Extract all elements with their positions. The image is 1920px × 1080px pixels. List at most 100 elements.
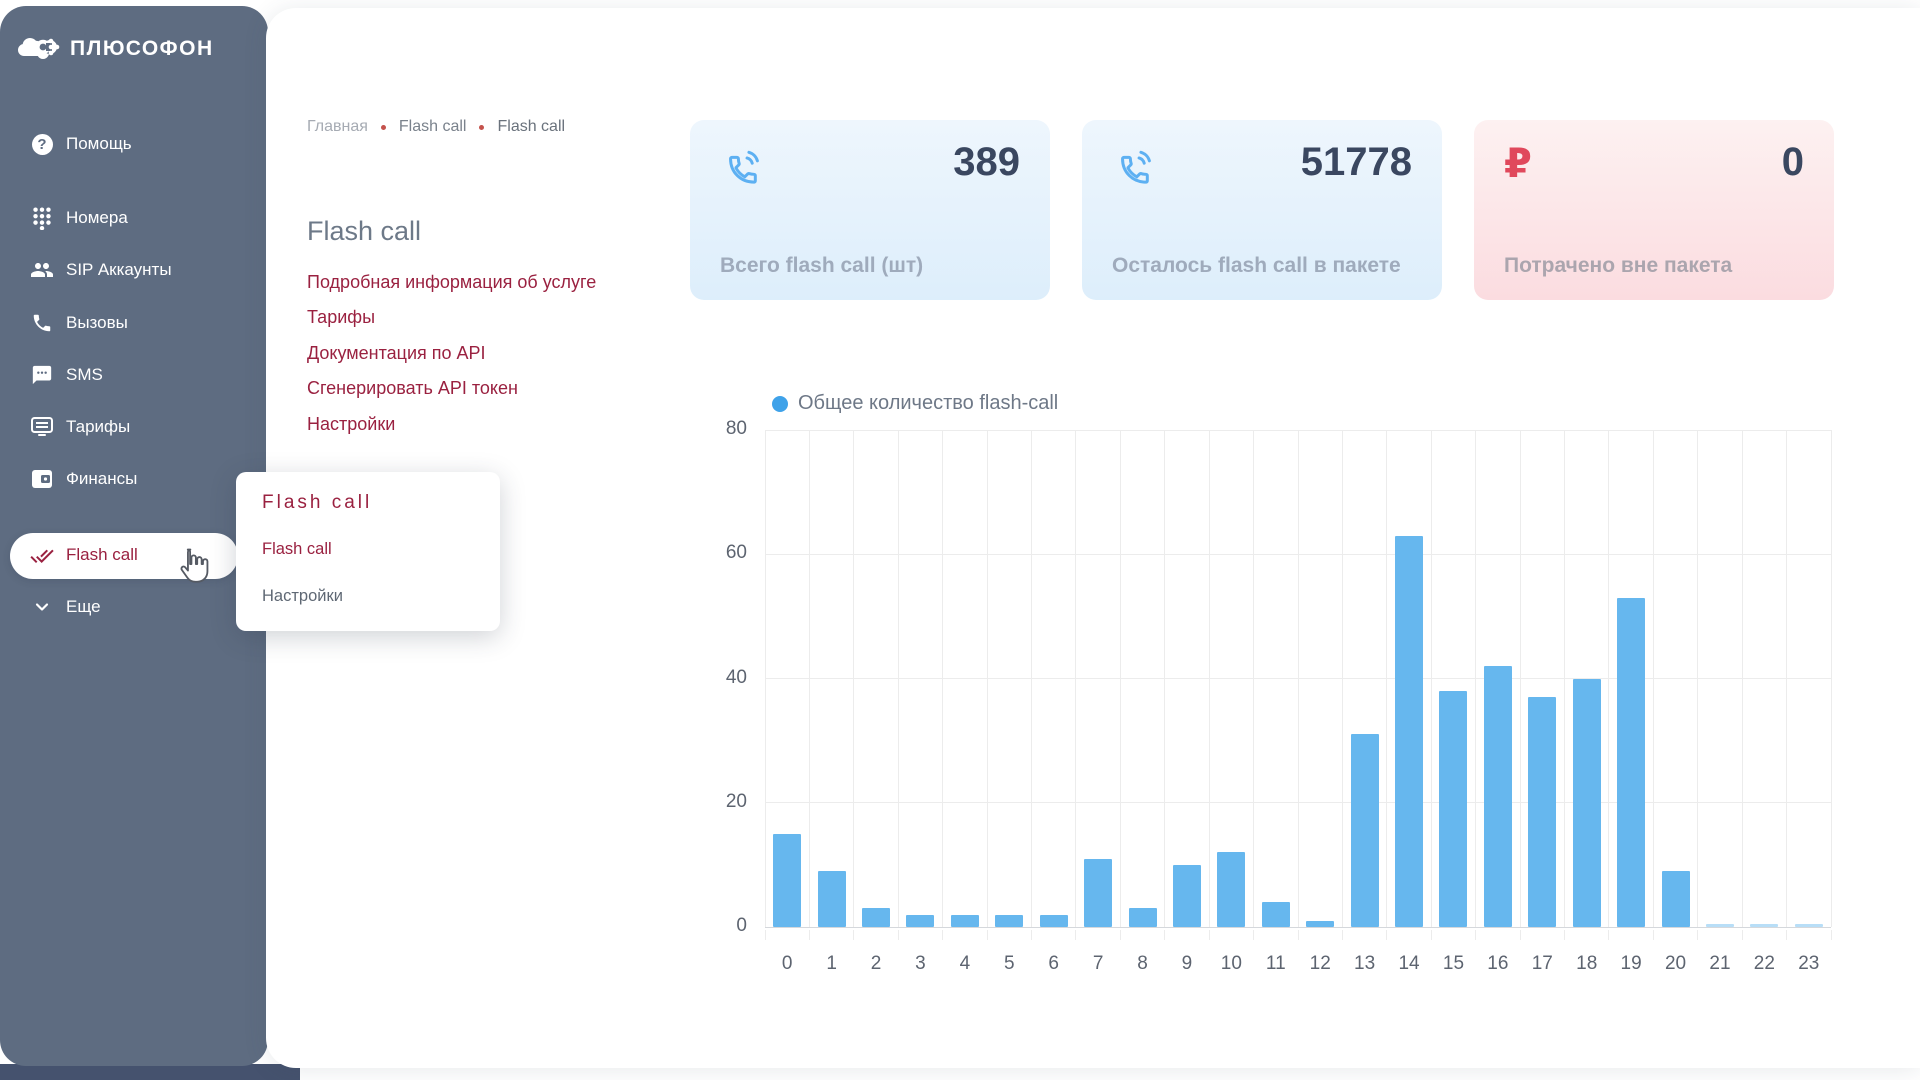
y-axis-label: 0 <box>736 915 747 936</box>
x-axis-label: 15 <box>1442 953 1465 974</box>
x-axis-label: 21 <box>1709 953 1731 974</box>
grid-line-x <box>1830 430 1832 927</box>
x-axis-label: 2 <box>870 953 882 974</box>
grid-line-x <box>897 430 899 927</box>
bar-hour-17 <box>1528 697 1557 927</box>
bar-hour-22 <box>1750 923 1779 927</box>
sidebar-item-sms[interactable]: SMS <box>0 353 268 397</box>
stat-value: 389 <box>953 140 1020 184</box>
x-axis-tick <box>1208 930 1210 940</box>
breadcrumb-flash-call[interactable]: Flash call <box>398 118 467 135</box>
x-axis-tick <box>764 930 766 940</box>
stat-card-remaining-flash-calls: 51778 Осталось flash call в пакете <box>1082 120 1442 300</box>
x-axis-tick <box>808 930 810 940</box>
sidebar-item-label: Еще <box>66 597 101 616</box>
grid-line-x <box>1608 430 1610 927</box>
grid-line-y-0 <box>765 926 1831 928</box>
bar-hour-5 <box>995 914 1024 927</box>
grid-line-x <box>1031 430 1032 927</box>
x-axis-tick <box>1564 930 1565 940</box>
stat-value: 0 <box>1781 140 1804 184</box>
submenu-item-flash-call[interactable]: Flash call <box>262 540 332 558</box>
y-axis-label: 40 <box>725 666 747 688</box>
bar-hour-20 <box>1661 871 1690 927</box>
grid-line-x <box>1564 430 1565 927</box>
wallet-icon <box>30 467 54 491</box>
x-axis-tick <box>1164 930 1166 940</box>
brand-name: ПЛЮСОФОН <box>70 36 214 60</box>
link-tariffs[interactable]: Тарифы <box>307 307 376 327</box>
help-icon: ? <box>30 132 54 156</box>
bar-hour-4 <box>950 914 979 927</box>
link-generate-token[interactable]: Сгенерировать API токен <box>307 378 518 398</box>
y-axis-label: 80 <box>725 418 747 439</box>
phone-call-icon <box>1112 144 1156 193</box>
sidebar-item-numbers[interactable]: Номера <box>0 196 268 240</box>
mouse-cursor <box>172 545 214 592</box>
bar-hour-0 <box>773 833 802 927</box>
x-axis-tick <box>1697 930 1699 940</box>
bar-hour-16 <box>1483 666 1512 927</box>
x-axis-label: 22 <box>1753 953 1775 974</box>
x-axis-label: 0 <box>781 953 793 974</box>
phone-icon <box>30 311 54 335</box>
stat-card-total-flash-calls: 389 Всего flash call (шт) <box>690 120 1050 300</box>
x-axis-tick <box>853 930 855 940</box>
bar-hour-19 <box>1617 597 1646 927</box>
sidebar-item-tariffs[interactable]: Тарифы <box>0 405 268 449</box>
x-axis-label: 1 <box>826 953 837 974</box>
legend-label: Общее количество flash-call <box>798 392 1059 414</box>
sidebar: ПЛЮСОФОН ? Помощь Номера <box>0 6 268 1066</box>
grid-line-x <box>1119 430 1121 927</box>
sidebar-item-more[interactable]: Еще <box>0 585 268 629</box>
y-axis-label: 60 <box>725 542 747 564</box>
bar-hour-23 <box>1794 923 1823 927</box>
x-axis-tick <box>1830 930 1832 940</box>
sidebar-item-sip-accounts[interactable]: SIP Аккаунты <box>0 248 268 292</box>
link-api-docs[interactable]: Документация по API <box>307 343 486 363</box>
link-service-info[interactable]: Подробная информация об услуге <box>307 272 597 292</box>
sidebar-item-finance[interactable]: Финансы <box>0 457 268 501</box>
phone-call-icon <box>720 144 764 193</box>
dialpad-icon <box>30 206 54 230</box>
bar-hour-11 <box>1261 902 1290 927</box>
people-icon <box>30 258 54 282</box>
sidebar-item-help[interactable]: ? Помощь <box>0 122 268 166</box>
bar-hour-9 <box>1172 864 1201 927</box>
x-axis-label: 20 <box>1664 953 1687 974</box>
grid-line-x <box>1741 430 1743 927</box>
tariff-icon <box>30 415 54 439</box>
breadcrumb-separator-icon <box>380 124 386 130</box>
breadcrumb-home[interactable]: Главная <box>307 118 368 135</box>
bar-hour-14 <box>1395 535 1424 927</box>
x-axis-label: 19 <box>1620 953 1642 974</box>
x-axis-label: 7 <box>1092 953 1104 974</box>
sidebar-item-calls[interactable]: Вызовы <box>0 301 268 345</box>
x-axis-label: 12 <box>1309 953 1331 974</box>
x-axis-tick <box>986 930 988 940</box>
bar-hour-12 <box>1306 920 1335 927</box>
x-axis-label: 4 <box>959 953 971 974</box>
x-axis-tick <box>897 930 899 940</box>
submenu-item-settings[interactable]: Настройки <box>262 587 343 605</box>
stat-label: Потрачено вне пакета <box>1504 254 1733 277</box>
page-background-strip <box>0 1064 300 1080</box>
grid-line-x <box>1786 430 1788 927</box>
x-axis-label: 9 <box>1181 953 1193 974</box>
plusofon-logo-icon <box>16 28 60 69</box>
x-axis-label: 5 <box>1003 953 1015 974</box>
x-axis-tick <box>1341 930 1343 940</box>
sidebar-item-label: Тарифы <box>66 417 131 436</box>
grid-line-x <box>1341 430 1343 927</box>
chart-legend: Общее количество flash-call <box>772 392 1058 415</box>
x-axis-label: 16 <box>1487 953 1509 974</box>
y-axis-label: 20 <box>725 790 747 812</box>
sidebar-item-label: SMS <box>66 365 103 384</box>
legend-dot-icon <box>772 395 788 412</box>
brand-logo[interactable]: ПЛЮСОФОН <box>16 28 214 69</box>
sidebar-item-label: Номера <box>66 208 128 227</box>
x-axis-label: 14 <box>1398 953 1420 974</box>
link-settings[interactable]: Настройки <box>307 414 396 434</box>
breadcrumb: Главная Flash call Flash call <box>307 118 565 136</box>
